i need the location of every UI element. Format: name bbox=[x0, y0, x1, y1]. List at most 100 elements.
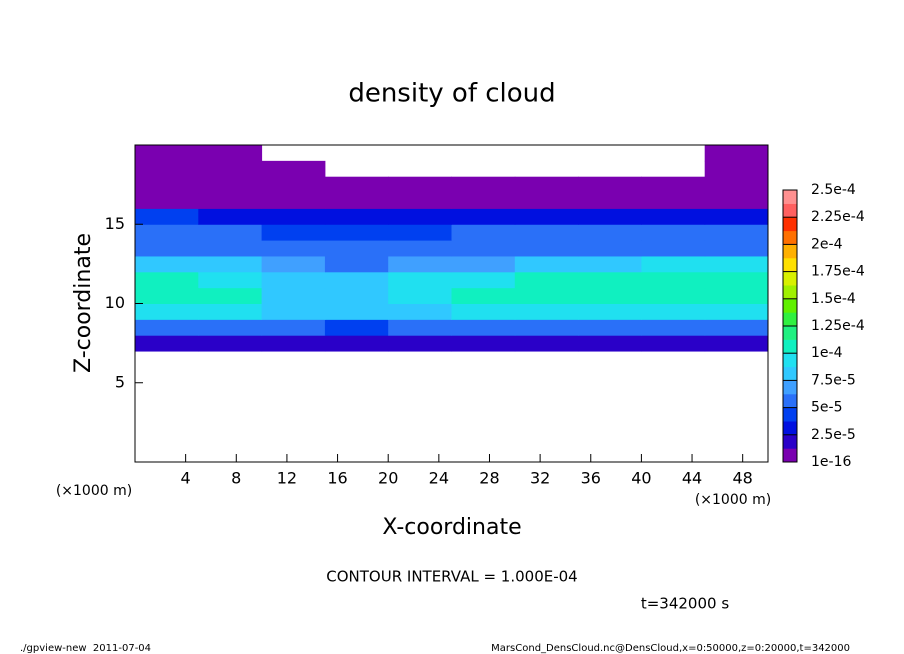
cell bbox=[641, 335, 706, 352]
cell bbox=[388, 319, 452, 336]
cell bbox=[514, 271, 579, 289]
cell bbox=[704, 192, 769, 209]
y-axis-label: Z-coordinate bbox=[71, 233, 96, 373]
cell bbox=[198, 176, 263, 194]
cell bbox=[388, 303, 452, 320]
cell bbox=[641, 208, 706, 225]
cell bbox=[388, 192, 452, 209]
cell bbox=[514, 255, 579, 273]
colorbar-label: 2.5e-4 bbox=[811, 182, 856, 198]
y-tick-label: 15 bbox=[105, 214, 125, 233]
cell bbox=[514, 287, 579, 304]
cell bbox=[578, 224, 642, 241]
colorbar-label: 1e-16 bbox=[811, 454, 851, 470]
colorbar-segment bbox=[783, 380, 797, 395]
cell bbox=[135, 240, 199, 257]
cell bbox=[261, 192, 326, 209]
colorbar-segment bbox=[783, 190, 797, 204]
cell bbox=[388, 224, 452, 241]
cell bbox=[324, 303, 389, 320]
y-unit: (×1000 m) bbox=[56, 483, 132, 499]
cell bbox=[704, 208, 769, 225]
cell bbox=[198, 319, 263, 336]
cell bbox=[704, 255, 769, 273]
colorbar-segment bbox=[783, 326, 797, 340]
colorbar-label: 1.5e-4 bbox=[811, 291, 856, 307]
colorbar-segment bbox=[783, 407, 797, 422]
cell bbox=[261, 303, 326, 320]
cell bbox=[704, 335, 769, 352]
cell bbox=[641, 303, 706, 320]
x-tick-label: 40 bbox=[631, 469, 651, 488]
cell bbox=[451, 192, 516, 209]
y-tick-label: 10 bbox=[105, 293, 125, 312]
cell bbox=[198, 224, 263, 241]
cell bbox=[324, 176, 389, 194]
cell bbox=[578, 319, 642, 336]
cell bbox=[388, 335, 452, 352]
colorbar-label: 2e-4 bbox=[811, 236, 843, 252]
cell bbox=[198, 208, 263, 225]
cell bbox=[578, 271, 642, 289]
colorbar-segment bbox=[783, 353, 797, 368]
cell bbox=[261, 160, 326, 178]
cell bbox=[578, 255, 642, 273]
cell bbox=[324, 271, 389, 289]
cell bbox=[451, 255, 516, 273]
colorbar-label: 2.5e-5 bbox=[811, 427, 856, 443]
cell bbox=[135, 160, 199, 178]
cell bbox=[135, 255, 199, 273]
colorbar-segment bbox=[783, 271, 797, 286]
colorbar-segment bbox=[783, 203, 797, 218]
cell bbox=[198, 255, 263, 273]
cell bbox=[578, 335, 642, 352]
cell bbox=[704, 176, 769, 194]
x-tick-label: 4 bbox=[181, 469, 191, 488]
colorbar-segment bbox=[783, 298, 797, 313]
cell bbox=[641, 224, 706, 241]
cell bbox=[324, 335, 389, 352]
cell bbox=[261, 335, 326, 352]
x-tick-label: 28 bbox=[479, 469, 499, 488]
colorbar-label: 2.25e-4 bbox=[811, 209, 865, 225]
cell bbox=[578, 176, 642, 194]
cell bbox=[451, 224, 516, 241]
cell bbox=[324, 208, 389, 225]
x-unit: (×1000 m) bbox=[695, 492, 771, 508]
x-tick-label: 20 bbox=[378, 469, 398, 488]
x-tick-label: 36 bbox=[581, 469, 601, 488]
cell bbox=[198, 192, 263, 209]
cell bbox=[514, 319, 579, 336]
cell bbox=[514, 208, 579, 225]
cell bbox=[261, 287, 326, 304]
cell bbox=[578, 208, 642, 225]
cell bbox=[514, 176, 579, 194]
colorbar-label: 1e-4 bbox=[811, 345, 843, 361]
colorbar-segment bbox=[783, 258, 797, 272]
cell bbox=[641, 319, 706, 336]
cell bbox=[135, 145, 199, 162]
x-axis-label: X-coordinate bbox=[382, 515, 521, 540]
cell bbox=[578, 192, 642, 209]
cell bbox=[451, 335, 516, 352]
cell bbox=[388, 208, 452, 225]
colorbar-segment bbox=[783, 394, 797, 408]
cell bbox=[135, 319, 199, 336]
cell bbox=[641, 240, 706, 257]
cell bbox=[324, 224, 389, 241]
contour-note: CONTOUR INTERVAL = 1.000E-04 bbox=[326, 568, 577, 586]
x-tick-label: 32 bbox=[530, 469, 550, 488]
x-tick-label: 24 bbox=[429, 469, 449, 488]
cell bbox=[135, 271, 199, 289]
cell bbox=[135, 224, 199, 241]
cell bbox=[514, 335, 579, 352]
cell bbox=[451, 240, 516, 257]
cell bbox=[135, 335, 199, 352]
cell bbox=[641, 176, 706, 194]
chart-title: density of cloud bbox=[348, 79, 555, 109]
colorbar-label: 1.25e-4 bbox=[811, 318, 865, 334]
footer-right: MarsCond_DensCloud.nc@DensCloud,x=0:5000… bbox=[491, 643, 850, 654]
colorbar-segment bbox=[783, 448, 797, 463]
colorbar-segment bbox=[783, 244, 797, 259]
cell bbox=[704, 240, 769, 257]
